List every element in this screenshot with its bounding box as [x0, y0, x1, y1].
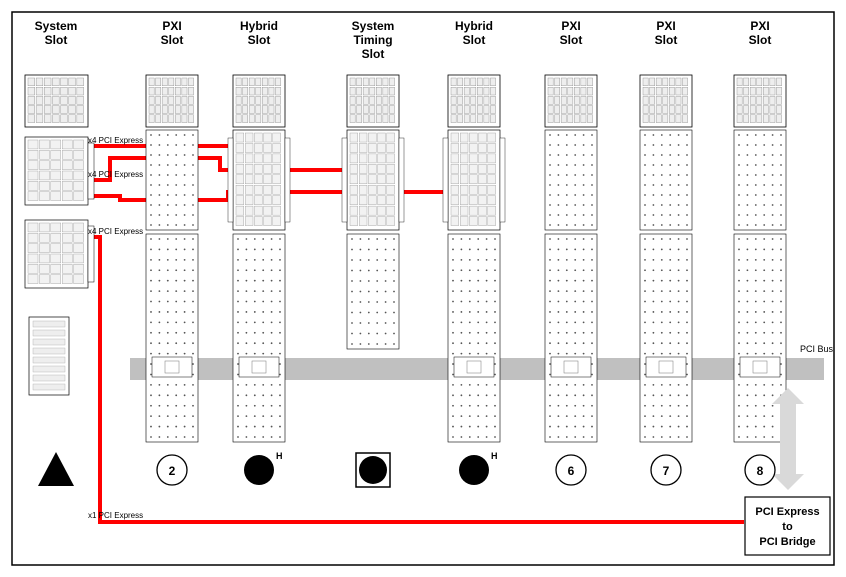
slot-label-6: PXISlot [560, 19, 583, 47]
svg-text:System: System [35, 19, 78, 33]
svg-text:PCI Express: PCI Express [755, 506, 819, 518]
svg-text:System: System [352, 19, 395, 33]
svg-text:Slot: Slot [161, 33, 184, 47]
svg-text:Slot: Slot [749, 33, 772, 47]
bridge-box: PCI Express to PCI Bridge [745, 497, 830, 555]
svg-text:4: 4 [370, 464, 377, 478]
slot-3 [228, 75, 290, 442]
svg-text:6: 6 [568, 464, 575, 478]
slot-label-8: PXISlot [749, 19, 772, 47]
svg-text:Timing: Timing [353, 33, 392, 47]
svg-text:Hybrid: Hybrid [240, 19, 278, 33]
pcie-label-0: x4 PCI Express [88, 136, 143, 145]
pcie-label-3: x1 PCI Express [88, 511, 143, 520]
pcie-label-1: x4 PCI Express [88, 170, 143, 179]
svg-text:3: 3 [256, 464, 263, 478]
svg-text:PXI: PXI [162, 19, 181, 33]
svg-text:PCI Bridge: PCI Bridge [759, 536, 815, 548]
pci-bus-label: PCI Bus [800, 344, 834, 354]
svg-text:H: H [276, 451, 283, 461]
svg-text:Slot: Slot [248, 33, 271, 47]
slot-marker-8: 8 [745, 455, 775, 485]
svg-text:to: to [782, 521, 793, 533]
slot-marker-2: 2 [157, 455, 187, 485]
svg-text:Slot: Slot [655, 33, 678, 47]
svg-text:PXI: PXI [656, 19, 675, 33]
svg-text:8: 8 [757, 464, 764, 478]
slot-8 [734, 75, 786, 442]
slot-5 [443, 75, 505, 442]
slot-4 [342, 75, 404, 349]
svg-text:PXI: PXI [750, 19, 769, 33]
svg-text:Hybrid: Hybrid [455, 19, 493, 33]
svg-text:1: 1 [53, 469, 60, 483]
svg-text:5: 5 [471, 464, 478, 478]
slot-2 [146, 75, 198, 442]
svg-text:H: H [491, 451, 498, 461]
svg-text:PXI: PXI [561, 19, 580, 33]
pcie-label-2: x4 PCI Express [88, 227, 143, 236]
slot-6 [545, 75, 597, 442]
slot-marker-7: 7 [651, 455, 681, 485]
diagram-canvas: PCI BusSystemSlotPXISlotHybridSlotSystem… [0, 0, 846, 577]
slot-7 [640, 75, 692, 442]
svg-text:Slot: Slot [560, 33, 583, 47]
slot-label-7: PXISlot [655, 19, 678, 47]
svg-text:2: 2 [169, 464, 176, 478]
slot-label-2: PXISlot [161, 19, 184, 47]
slot-marker-4: 4 [356, 453, 390, 487]
svg-text:Slot: Slot [463, 33, 486, 47]
slot-marker-6: 6 [556, 455, 586, 485]
svg-text:Slot: Slot [45, 33, 68, 47]
outer-frame [12, 12, 834, 565]
svg-text:Slot: Slot [362, 47, 385, 61]
svg-text:7: 7 [663, 464, 670, 478]
